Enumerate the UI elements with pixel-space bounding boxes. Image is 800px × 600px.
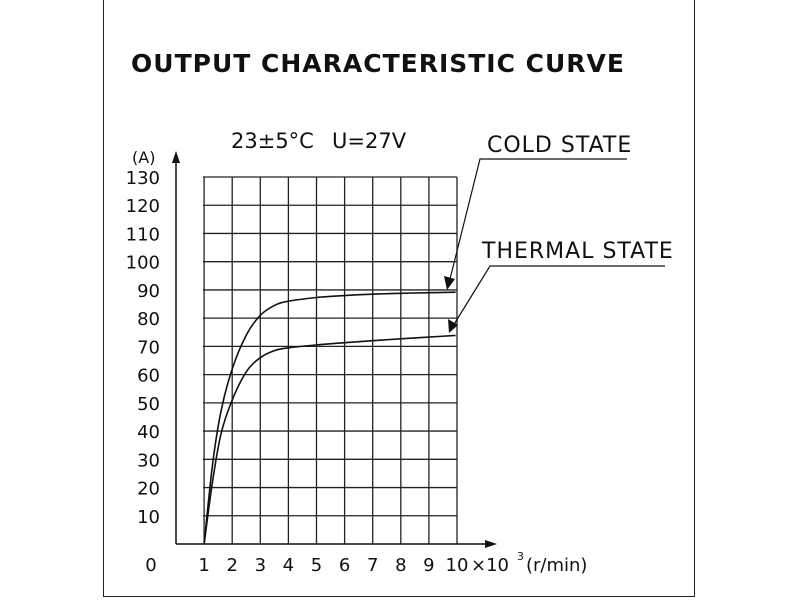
chart-title: OUTPUT CHARACTERISTIC CURVE (131, 49, 625, 78)
tick-labels: 0 1 2 3 4 5 6 7 8 9 10 10 20 30 40 50 60 70 80 90 100 110 120 1… (126, 168, 469, 576)
voltage-condition: U=27V (332, 129, 407, 153)
y-tick-label: 100 (126, 253, 160, 274)
arrow-cold-state (444, 276, 455, 290)
x-tick-label: 5 (311, 555, 322, 576)
y-tick-label: 120 (126, 196, 160, 217)
x-axis-unit-base: ×10 (471, 555, 509, 576)
y-tick-label: 40 (137, 422, 160, 443)
x-axis-unit-exponent: 3 (517, 550, 524, 563)
y-tick-label: 10 (137, 507, 160, 528)
y-tick-label: 20 (137, 479, 160, 500)
y-tick-label: 130 (126, 168, 160, 189)
x-axis-unit-rpm: (r/min) (526, 555, 587, 576)
x-tick-label: 4 (283, 555, 294, 576)
leader-thermal-state (452, 265, 665, 327)
y-tick-label: 30 (137, 450, 160, 471)
grid (203, 176, 458, 544)
x-axis-arrow-icon (485, 540, 497, 548)
arrow-thermal-state (448, 319, 458, 333)
y-tick-label: 60 (137, 366, 160, 387)
x-tick-label: 2 (226, 555, 237, 576)
x-tick-label: 0 (145, 555, 156, 576)
x-tick-label: 7 (367, 555, 378, 576)
x-tick-label: 1 (198, 555, 209, 576)
x-tick-label: 3 (255, 555, 266, 576)
y-tick-label: 80 (137, 309, 160, 330)
y-tick-label: 70 (137, 337, 160, 358)
cold-state-curve (203, 291, 456, 545)
axes (172, 151, 497, 548)
leader-cold-state (448, 158, 627, 284)
y-tick-label: 110 (126, 224, 160, 245)
temperature-condition: 23±5°C (231, 129, 314, 153)
curves (203, 291, 456, 545)
y-axis-unit: (A) (132, 148, 155, 167)
legend-thermal-state: THERMAL STATE (481, 239, 674, 264)
legend-cold-state: COLD STATE (487, 133, 632, 158)
y-axis-arrow-icon (172, 151, 180, 163)
x-tick-label: 9 (423, 555, 434, 576)
y-tick-label: 50 (137, 394, 160, 415)
figure-frame (103, 0, 695, 597)
thermal-state-curve (203, 334, 456, 545)
y-tick-label: 90 (137, 281, 160, 302)
x-tick-label: 10 (446, 555, 469, 576)
x-tick-label: 6 (339, 555, 350, 576)
x-tick-label: 8 (395, 555, 406, 576)
